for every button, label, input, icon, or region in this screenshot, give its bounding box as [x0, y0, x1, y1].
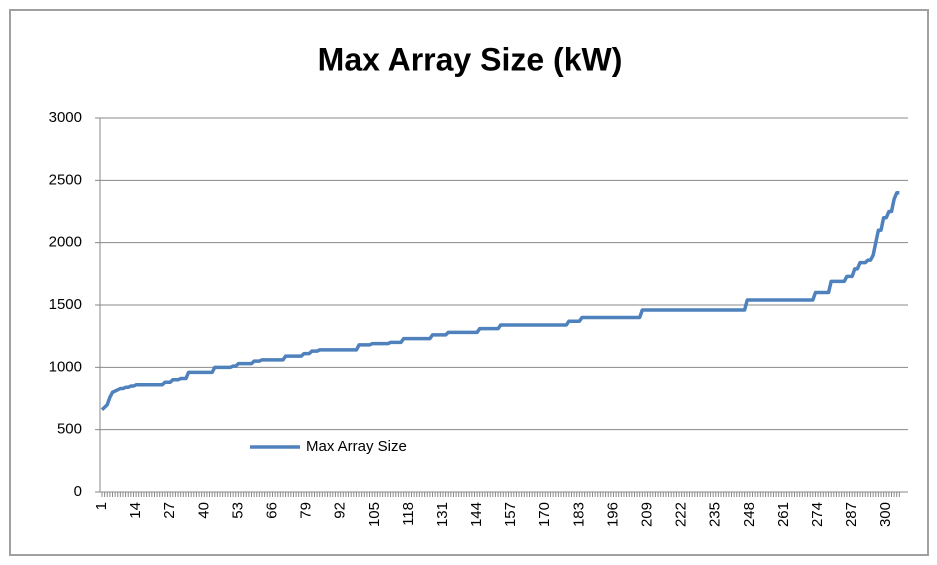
x-tick-label: 131 — [434, 502, 451, 527]
x-tick-label: 14 — [127, 502, 144, 519]
x-tick-label: 209 — [639, 502, 656, 527]
y-tick-label: 0 — [74, 483, 82, 500]
x-tick-label: 118 — [400, 502, 417, 526]
y-tick-label: 2000 — [49, 234, 82, 251]
x-tick-label: 92 — [332, 502, 349, 519]
x-tick-label: 53 — [229, 502, 246, 519]
x-tick-label: 170 — [536, 502, 553, 527]
x-tick-label: 40 — [195, 502, 212, 519]
y-tick-label: 3000 — [49, 109, 82, 126]
x-tick-label: 66 — [263, 502, 280, 519]
chart-frame — [9, 9, 929, 556]
x-tick-label: 105 — [366, 502, 383, 527]
x-tick-label: 183 — [570, 502, 587, 527]
legend-label: Max Array Size — [306, 438, 407, 455]
x-tick-label: 300 — [877, 502, 894, 527]
x-tick-label: 1 — [93, 502, 110, 510]
x-tick-label: 261 — [775, 502, 792, 527]
x-tick-label: 144 — [468, 502, 485, 527]
x-tick-label: 287 — [843, 502, 860, 527]
x-tick-label: 157 — [502, 502, 519, 527]
data-line — [100, 191, 900, 411]
x-tick-label: 222 — [673, 502, 690, 527]
x-tick-label: 248 — [741, 502, 758, 527]
y-tick-label: 1500 — [49, 296, 82, 313]
chart-title: Max Array Size (kW) — [318, 41, 623, 77]
y-tick-label: 500 — [57, 421, 82, 438]
y-tick-label: 1000 — [49, 358, 82, 375]
x-tick-label: 79 — [298, 502, 315, 519]
y-tick-label: 2500 — [49, 171, 82, 188]
x-tick-label: 274 — [809, 502, 826, 527]
x-tick-label: 235 — [707, 502, 724, 527]
x-tick-label: 27 — [161, 502, 178, 519]
x-tick-label: 196 — [604, 502, 621, 527]
